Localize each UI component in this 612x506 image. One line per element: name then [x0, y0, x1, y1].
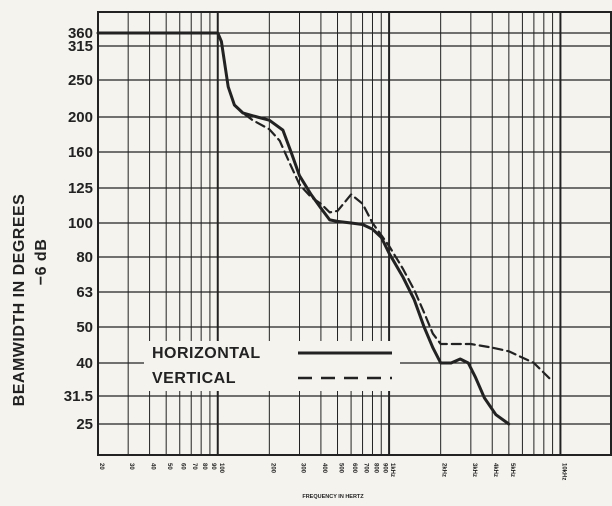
plot-frame: [97, 11, 612, 456]
legend-horizontal-label: HORIZONTAL: [152, 345, 261, 362]
y-tick-label: 31.5: [64, 388, 93, 405]
y-tick-label: 200: [68, 109, 93, 126]
y-tick-label: 50: [76, 319, 93, 336]
x-tick-label: 40: [150, 463, 156, 470]
y-tick-label: 63: [76, 284, 93, 301]
y-tick-label: 315: [68, 38, 93, 55]
y-tick-label: 40: [76, 355, 93, 372]
y-axis-label: BEAMWIDTH IN DEGREES: [11, 194, 28, 407]
series-lines: [96, 31, 554, 426]
x-tick-label: 700: [363, 463, 369, 474]
y-tick-label: 360: [68, 25, 93, 42]
x-axis-label: FREQUENCY IN HERTZ: [302, 494, 364, 500]
legend-vertical-label: VERTICAL: [152, 370, 236, 387]
y-tick-label: 25: [76, 416, 93, 433]
x-tick-label: 400: [321, 463, 327, 474]
x-tick-label: 900: [381, 463, 387, 474]
y-tick-label: 160: [68, 144, 93, 161]
legend-background: [144, 341, 400, 391]
series-line-vertical: [233, 103, 554, 383]
x-tick-label: 70: [191, 463, 197, 470]
x-tick-label: 1kHz: [389, 463, 395, 477]
x-tick-label: 500: [338, 463, 344, 474]
x-tick-label: 10kHz: [560, 463, 566, 480]
x-tick-label: 5kHz: [509, 463, 515, 477]
x-tick-label: 80: [201, 463, 207, 470]
x-tick-label: 60: [180, 463, 186, 470]
x-tick-label: 50: [166, 463, 172, 470]
x-tick-label: 3kHz: [471, 463, 477, 477]
y-tick-label: 100: [68, 215, 93, 232]
x-tick-label: 800: [372, 463, 378, 474]
x-tick-label: 200: [269, 463, 275, 474]
x-tick-label: 30: [128, 463, 134, 470]
y-axis-label-sub: −6 dB: [33, 239, 50, 286]
x-tick-label: 2kHz: [441, 463, 447, 477]
x-tick-label: 100: [218, 463, 224, 474]
legend: HORIZONTAL VERTICAL: [144, 341, 400, 391]
y-tick-label: 80: [76, 249, 93, 266]
x-tick-label: 4kHz: [492, 463, 498, 477]
x-tick-labels: 20 30 40 50 60 70 80 90 100 200 300 400 500 600 700 800…: [98, 463, 566, 480]
y-tick-label: 125: [68, 180, 93, 197]
y-tick-label: 250: [68, 72, 93, 89]
x-tick-label: 20: [98, 463, 104, 470]
x-tick-label: 300: [300, 463, 306, 474]
x-tick-label: 90: [210, 463, 216, 470]
x-tick-label: 600: [351, 463, 357, 474]
